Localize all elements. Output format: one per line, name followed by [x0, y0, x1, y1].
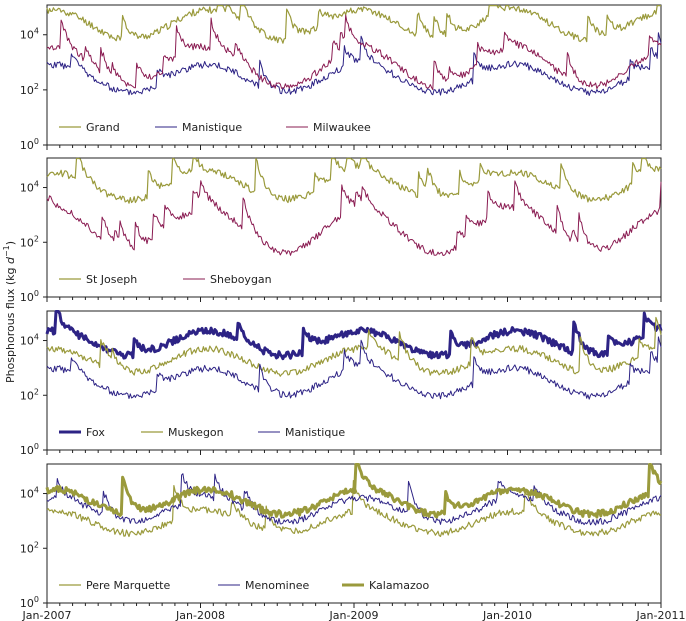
legend-label: Manistique	[285, 426, 345, 439]
y-tick-label: 104	[20, 180, 39, 195]
legend-label: Manistique	[182, 121, 242, 134]
y-tick-label: 102	[20, 387, 39, 402]
series-line-menominee	[46, 473, 662, 526]
legend-label: Sheboygan	[210, 273, 272, 286]
y-tick-label: 100	[20, 595, 39, 610]
x-tick-label: Jan-2011	[636, 609, 686, 621]
y-tick-label: 102	[20, 540, 39, 555]
x-tick-label: Jan-2007	[22, 609, 72, 621]
legend-label: Muskegon	[168, 426, 224, 439]
y-tick-label: 102	[20, 82, 39, 97]
x-axis: Jan-2007 Jan-2008 Jan-2009 Jan-2010 Jan-2011	[22, 609, 686, 621]
y-tick-label: 104	[20, 27, 39, 42]
legend-label: St Joseph	[86, 273, 137, 286]
series-line-grand	[46, 5, 661, 44]
legend-label: Kalamazoo	[369, 579, 430, 592]
y-axis-label: Phosphorous flux (kg d−1)	[2, 241, 17, 383]
legend-label: Fox	[86, 426, 105, 439]
series-line-milwaukee	[46, 14, 662, 91]
x-tick-label: Jan-2009	[329, 609, 379, 621]
panel-4: 100 102 104 Pere Marquette Menominee Kalamazo…	[20, 463, 663, 610]
y-tick-label: 104	[20, 333, 39, 348]
series-line-manistique	[46, 32, 662, 96]
panel-frame	[46, 157, 662, 298]
y-tick-label: 104	[20, 486, 39, 501]
panel-1: 100 102 104 Grand Manistique Milwaukee	[20, 4, 662, 152]
series-line-st-joseph	[46, 157, 662, 204]
series-line-sheboygan	[46, 180, 662, 256]
y-tick-label: 100	[20, 442, 39, 457]
legend-label: Pere Marquette	[86, 579, 170, 592]
x-tick-label: Jan-2010	[482, 609, 532, 621]
legend-label: Menominee	[245, 579, 309, 592]
y-tick-label: 102	[20, 234, 39, 249]
y-tick-label: 100	[20, 137, 39, 152]
series-line-manistique	[46, 336, 662, 400]
legend-label: Milwaukee	[313, 121, 371, 134]
series-line-kalamazoo	[45, 463, 663, 519]
series-line-muskegon	[46, 316, 662, 377]
panel-2: 100 102 104 St Joseph Sheboygan	[20, 157, 662, 304]
x-tick-label: Jan-2008	[175, 609, 225, 621]
legend-label: Grand	[86, 121, 120, 134]
y-tick-label: 100	[20, 289, 39, 304]
panel-3: 100 102 104 Fox Muskegon Manistique	[20, 310, 663, 457]
series-line-fox	[45, 310, 663, 361]
